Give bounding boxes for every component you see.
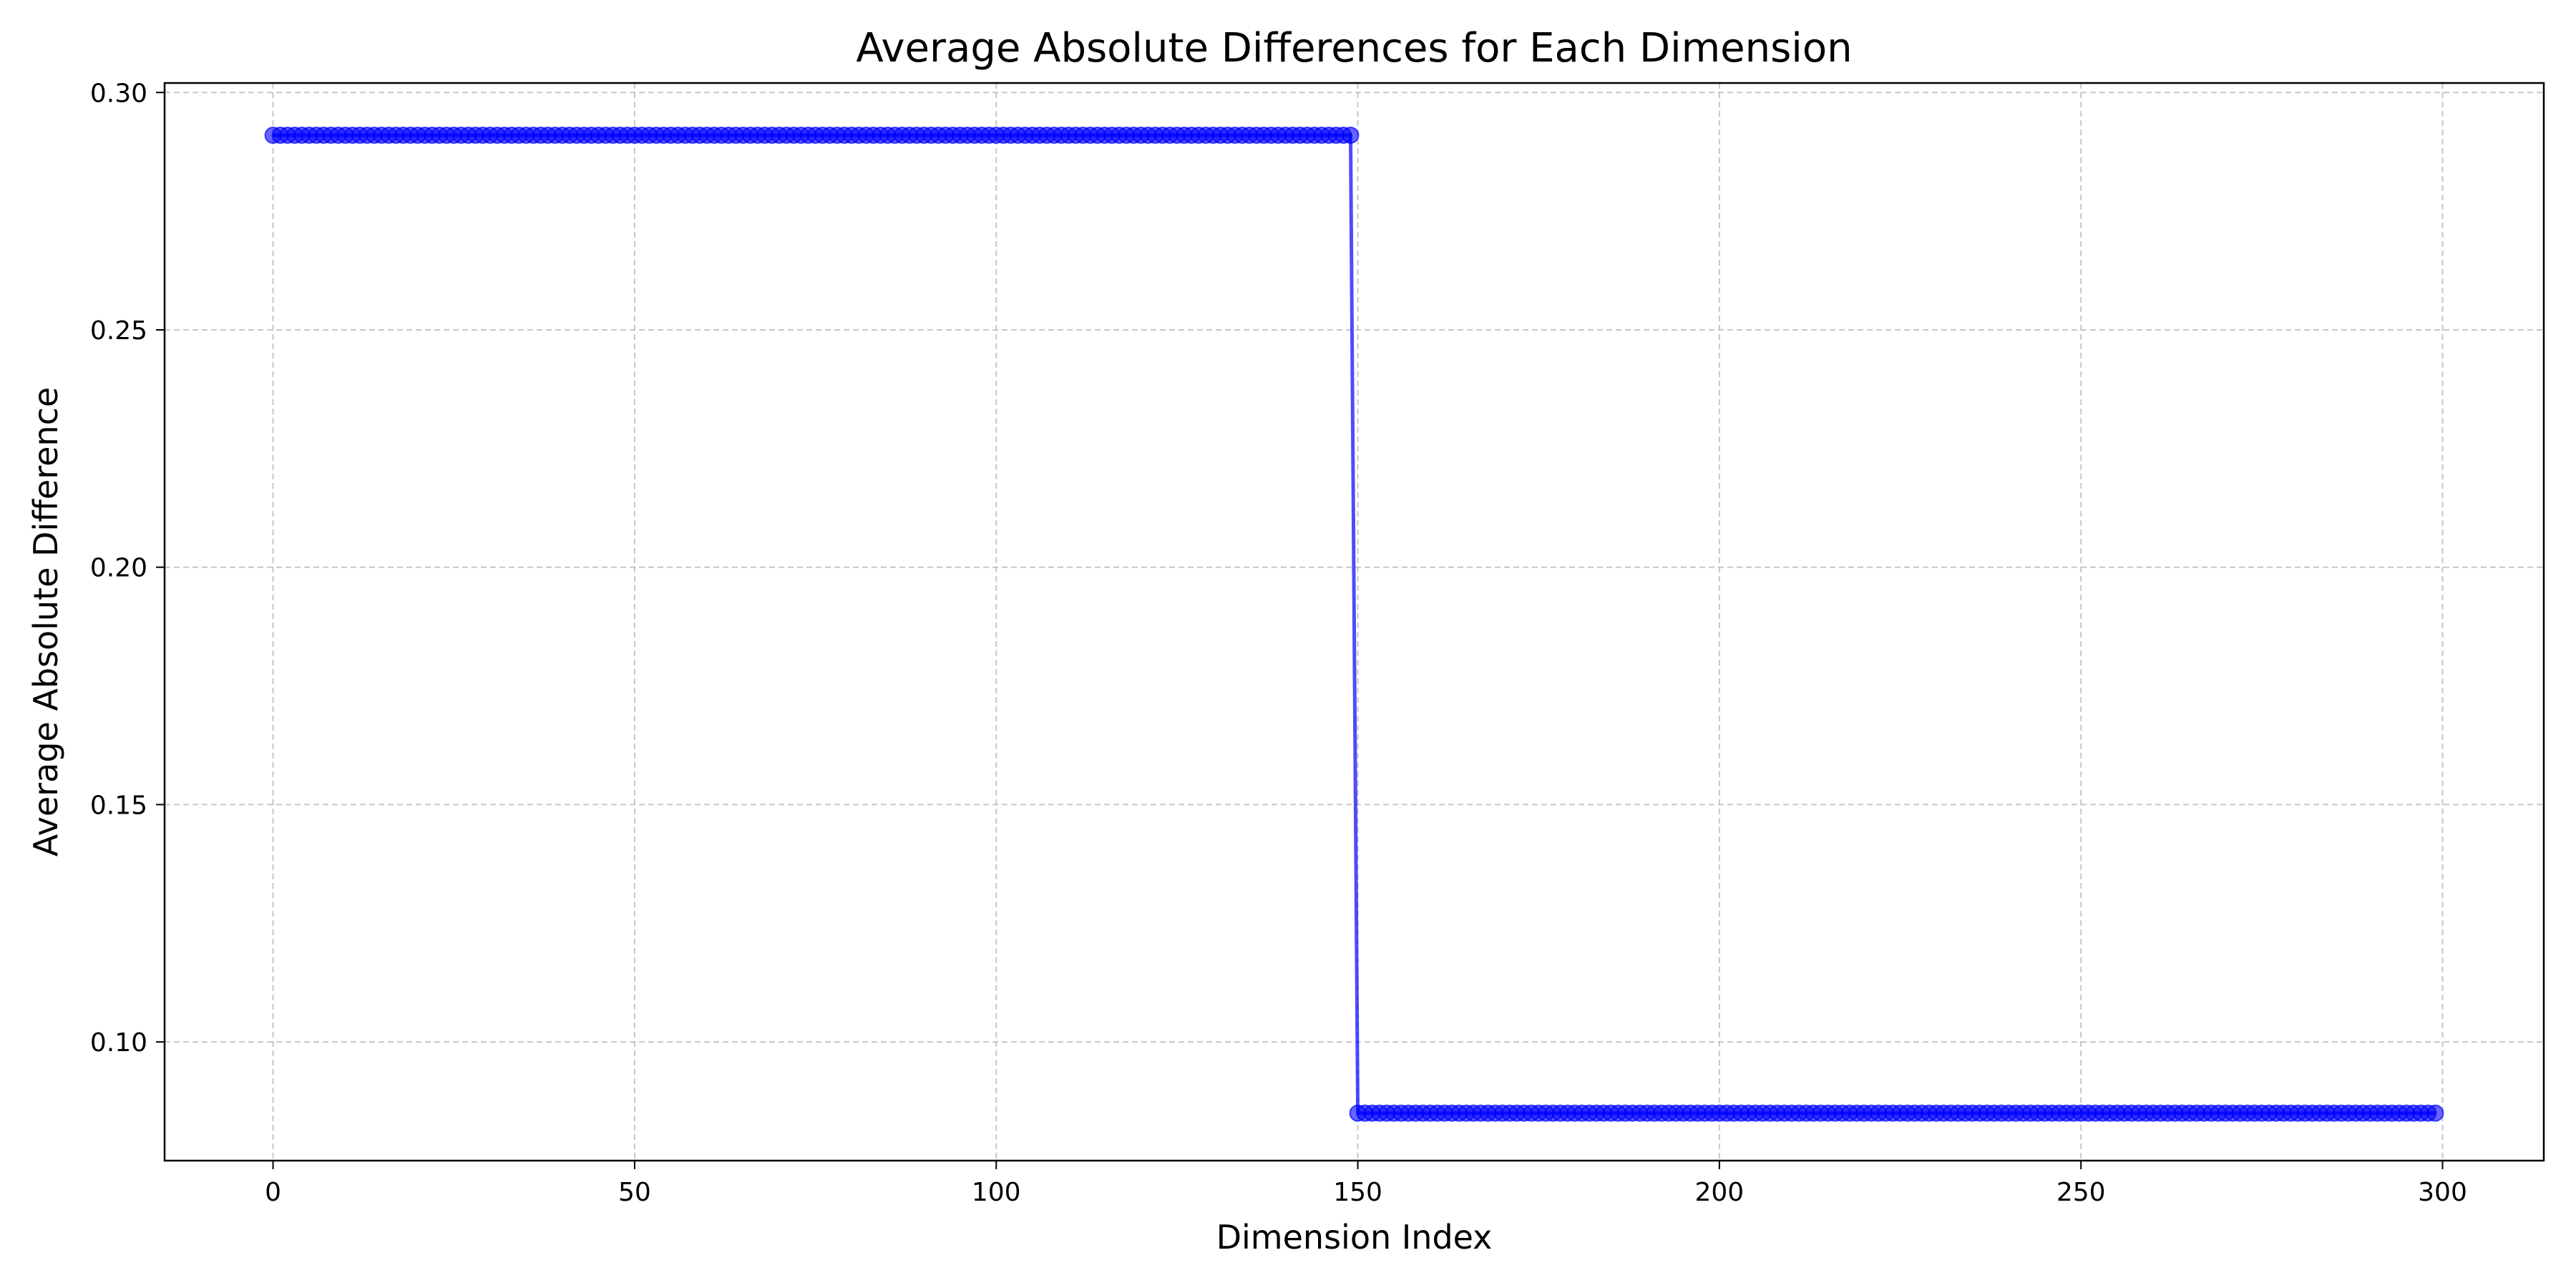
x-tick-label: 150 (1333, 1178, 1382, 1207)
series-line (273, 133, 2436, 1116)
grid (165, 83, 2544, 1161)
axis-ticks: 0 50 100 150 200 250 300 0.10 0.15 0.20 0.25 0.30 (90, 79, 2467, 1207)
data-point (1342, 126, 1360, 144)
x-tick-label: 200 (1695, 1178, 1745, 1207)
x-tick-label: 300 (2418, 1178, 2467, 1207)
plot-frame (163, 82, 2545, 1162)
x-axis-label: Dimension Index (1216, 1218, 1493, 1257)
y-tick-label: 0.30 (90, 79, 147, 108)
data-point (2426, 1104, 2444, 1122)
x-tick-label: 100 (972, 1178, 1021, 1207)
x-tick-label: 50 (618, 1178, 651, 1207)
y-tick-label: 0.15 (90, 791, 147, 820)
y-tick-label: 0.20 (90, 554, 147, 583)
x-tick-label: 0 (265, 1178, 281, 1207)
y-tick-label: 0.10 (90, 1028, 147, 1058)
x-tick-label: 250 (2057, 1178, 2106, 1207)
y-tick-label: 0.25 (90, 316, 147, 346)
y-axis-label: Average Absolute Difference (26, 387, 65, 857)
data-series (264, 126, 2444, 1122)
chart-title: Average Absolute Differences for Each Di… (856, 25, 1852, 72)
